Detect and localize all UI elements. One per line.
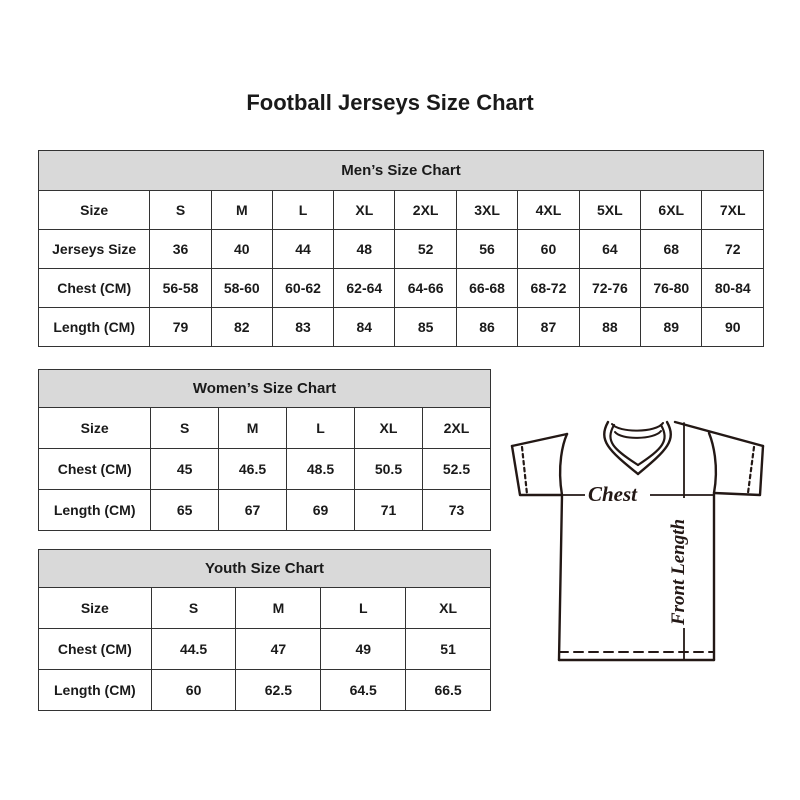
svg-text:Chest: Chest: [588, 482, 638, 506]
svg-text:Front Length: Front Length: [668, 519, 689, 626]
